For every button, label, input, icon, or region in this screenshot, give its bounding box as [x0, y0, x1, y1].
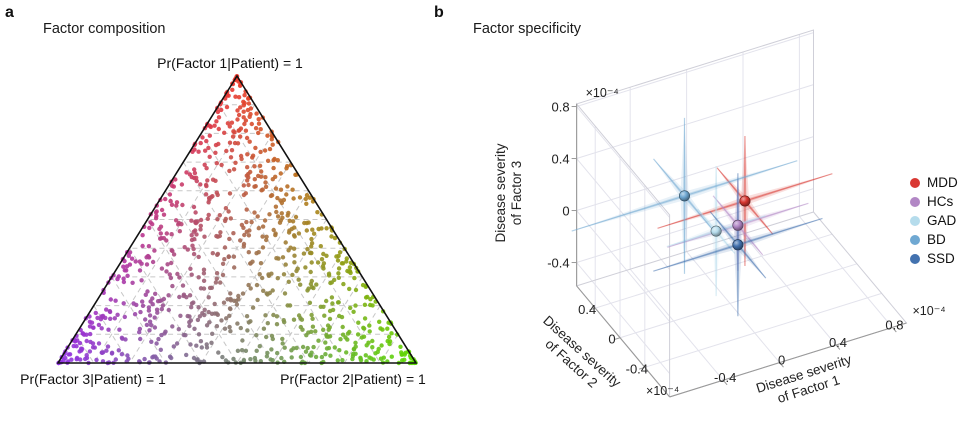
legend-label: MDD [927, 174, 958, 190]
y-tick-label: -0.4 [626, 361, 648, 376]
data-points [678, 190, 751, 251]
point-SSD [732, 239, 744, 251]
legend-dot-icon [910, 253, 920, 264]
x-tick-label: 0 [778, 353, 785, 368]
x-tick-label: -0.4 [714, 370, 736, 385]
tick-labels: -0.4 0 0.4 0.8 0.4 0 -0.4 0.8 0.4 0 -0.4 [547, 100, 903, 386]
legend-item-MDD: MDD [910, 173, 958, 192]
point-BD [678, 190, 690, 202]
axis-edges [576, 103, 907, 398]
panel-a-label: a [5, 4, 14, 21]
legend-item-GAD: GAD [910, 211, 958, 230]
ternary-outline [56, 74, 418, 364]
legend-item-BD: BD [910, 230, 958, 249]
x-axis-title: Disease severityof Factor 1 [754, 352, 858, 411]
legend-item-SSD: SSD [910, 249, 958, 268]
z-tick-label: 0 [562, 204, 569, 219]
z-axis-title: Disease severityof Factor 3 [493, 143, 524, 242]
legend: MDD HCs GAD BD SSD [910, 173, 958, 268]
y-axis-multiplier: ×10⁻⁴ [646, 384, 679, 398]
legend-dot-icon [910, 196, 920, 207]
panel-b-label: b [434, 4, 444, 21]
axis-multipliers: ×10⁻⁴ ×10⁻⁴ ×10⁻⁴ [586, 86, 946, 398]
legend-dot-icon [910, 177, 920, 188]
legend-item-HCs: HCs [910, 192, 958, 211]
point-MDD [739, 195, 751, 207]
legend-label: BD [927, 231, 946, 247]
legend-dot-icon [910, 215, 920, 226]
x-axis-multiplier: ×10⁻⁴ [913, 304, 946, 318]
legend-label: HCs [927, 193, 954, 209]
legend-label: SSD [927, 250, 955, 266]
z-tick-label: 0.8 [552, 100, 570, 115]
ternary-bottom-left-label: Pr(Factor 3|Patient) = 1 [20, 371, 166, 387]
panel-a-title: Factor composition [43, 21, 166, 37]
ternary-apex-label: Pr(Factor 1|Patient) = 1 [157, 55, 303, 71]
legend-dot-icon [910, 234, 920, 245]
tick-marks [571, 106, 897, 386]
z-tick-label: -0.4 [547, 256, 569, 271]
z-axis-multiplier: ×10⁻⁴ [586, 86, 619, 100]
x-tick-label: 0.4 [829, 335, 847, 350]
grid-walls [576, 32, 893, 381]
z-tick-label: 0.4 [552, 152, 570, 167]
y-tick-label: 0 [608, 332, 615, 347]
x-tick-label: 0.8 [885, 317, 903, 332]
legend-label: GAD [927, 212, 957, 228]
y-tick-label: 0.4 [578, 302, 596, 317]
ternary-plot [56, 74, 418, 366]
point-GAD [710, 225, 722, 237]
panel-b-title: Factor specificity [473, 21, 581, 37]
ternary-points [56, 74, 418, 366]
point-HCs [732, 219, 744, 231]
ternary-bottom-right-label: Pr(Factor 2|Patient) = 1 [280, 371, 426, 387]
